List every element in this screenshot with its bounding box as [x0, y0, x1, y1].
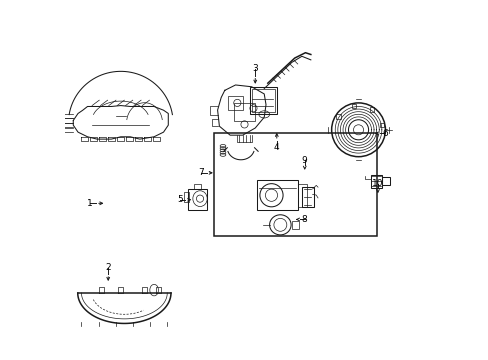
Bar — [301, 187, 314, 207]
Bar — [298, 184, 306, 207]
Text: 6: 6 — [382, 129, 387, 138]
Bar — [336, 114, 340, 118]
Bar — [228, 96, 242, 110]
Bar — [382, 177, 389, 185]
Bar — [193, 184, 201, 189]
Bar — [188, 189, 206, 210]
Text: 2: 2 — [105, 264, 111, 273]
Text: 1: 1 — [86, 199, 92, 208]
Bar — [214, 134, 376, 235]
Text: 5: 5 — [177, 195, 183, 204]
Bar — [351, 104, 355, 108]
Text: 4: 4 — [273, 143, 279, 152]
Bar — [251, 89, 274, 112]
Text: 7: 7 — [198, 168, 204, 177]
Text: 10: 10 — [371, 179, 383, 188]
Bar — [257, 180, 298, 211]
Text: 8: 8 — [301, 215, 307, 224]
Bar — [291, 221, 298, 229]
Bar — [369, 108, 373, 112]
Text: 3: 3 — [252, 64, 258, 73]
Text: 9: 9 — [301, 156, 307, 165]
Bar — [370, 175, 382, 188]
Bar — [379, 123, 384, 127]
Bar — [233, 103, 255, 121]
Bar — [183, 192, 188, 202]
Bar — [249, 87, 276, 114]
